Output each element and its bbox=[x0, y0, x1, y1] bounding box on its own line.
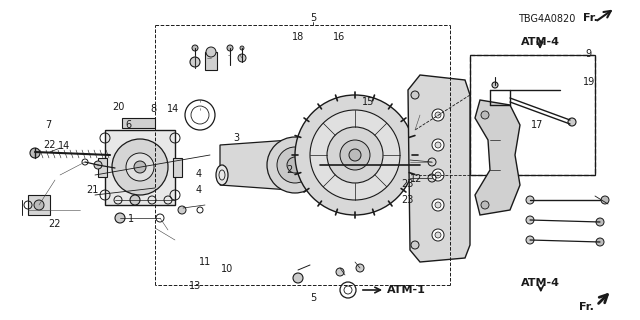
Text: 6: 6 bbox=[125, 120, 131, 130]
Text: ATM-4: ATM-4 bbox=[520, 37, 559, 47]
Circle shape bbox=[492, 82, 498, 88]
Circle shape bbox=[267, 137, 323, 193]
Text: Fr.: Fr. bbox=[579, 302, 594, 312]
Text: 5: 5 bbox=[310, 292, 317, 303]
Text: 2: 2 bbox=[286, 164, 292, 175]
Circle shape bbox=[568, 118, 576, 126]
Circle shape bbox=[432, 139, 444, 151]
Text: 11: 11 bbox=[198, 257, 211, 268]
Text: 4: 4 bbox=[195, 185, 202, 196]
Circle shape bbox=[94, 161, 102, 169]
Circle shape bbox=[287, 157, 303, 173]
Text: ATM-4: ATM-4 bbox=[522, 278, 560, 288]
Text: 1: 1 bbox=[128, 214, 134, 224]
Polygon shape bbox=[220, 140, 300, 190]
Circle shape bbox=[190, 57, 200, 67]
Circle shape bbox=[481, 111, 489, 119]
Circle shape bbox=[435, 202, 441, 208]
Circle shape bbox=[327, 127, 383, 183]
Polygon shape bbox=[105, 130, 175, 205]
Text: 7: 7 bbox=[45, 120, 51, 130]
Text: 16: 16 bbox=[333, 32, 346, 42]
Polygon shape bbox=[122, 118, 155, 128]
Text: 12: 12 bbox=[410, 174, 422, 184]
Circle shape bbox=[432, 169, 444, 181]
Circle shape bbox=[227, 45, 233, 51]
Circle shape bbox=[178, 206, 186, 214]
Text: 19: 19 bbox=[582, 76, 595, 87]
Text: ATM-1: ATM-1 bbox=[387, 285, 426, 295]
Circle shape bbox=[192, 45, 198, 51]
Circle shape bbox=[526, 196, 534, 204]
Circle shape bbox=[596, 218, 604, 226]
Text: Fr.: Fr. bbox=[582, 13, 597, 23]
Circle shape bbox=[310, 110, 400, 200]
Text: 23: 23 bbox=[401, 179, 414, 189]
Polygon shape bbox=[475, 100, 520, 215]
Circle shape bbox=[112, 139, 168, 195]
Polygon shape bbox=[408, 75, 470, 262]
Circle shape bbox=[206, 47, 216, 57]
Circle shape bbox=[526, 216, 534, 224]
Circle shape bbox=[601, 196, 609, 204]
Bar bbox=[205, 52, 217, 70]
Bar bbox=[470, 55, 595, 175]
Text: TBG4A0820: TBG4A0820 bbox=[518, 14, 576, 24]
Text: 13: 13 bbox=[189, 281, 202, 292]
Polygon shape bbox=[98, 158, 107, 177]
Text: 10: 10 bbox=[221, 264, 234, 274]
Circle shape bbox=[349, 149, 361, 161]
Text: 22: 22 bbox=[44, 140, 56, 150]
Text: 17: 17 bbox=[531, 120, 544, 130]
Bar bbox=[470, 55, 595, 175]
Polygon shape bbox=[28, 195, 50, 215]
Text: 15: 15 bbox=[362, 97, 374, 108]
Circle shape bbox=[293, 273, 303, 283]
Text: 22: 22 bbox=[48, 219, 61, 229]
Circle shape bbox=[435, 172, 441, 178]
Circle shape bbox=[432, 109, 444, 121]
Text: 14: 14 bbox=[58, 140, 70, 151]
Circle shape bbox=[411, 91, 419, 99]
Text: 9: 9 bbox=[586, 49, 592, 60]
Circle shape bbox=[240, 46, 244, 50]
Circle shape bbox=[295, 95, 415, 215]
Circle shape bbox=[356, 264, 364, 272]
Text: 20: 20 bbox=[112, 102, 125, 112]
Text: 23: 23 bbox=[401, 195, 414, 205]
Text: 21: 21 bbox=[86, 185, 99, 196]
Circle shape bbox=[432, 199, 444, 211]
Circle shape bbox=[30, 148, 40, 158]
Circle shape bbox=[435, 232, 441, 238]
Text: 5: 5 bbox=[310, 13, 316, 23]
Circle shape bbox=[340, 140, 370, 170]
Polygon shape bbox=[173, 158, 182, 177]
Circle shape bbox=[526, 236, 534, 244]
Circle shape bbox=[435, 142, 441, 148]
Circle shape bbox=[238, 54, 246, 62]
Circle shape bbox=[126, 153, 154, 181]
Circle shape bbox=[432, 229, 444, 241]
Circle shape bbox=[34, 200, 44, 210]
Circle shape bbox=[596, 238, 604, 246]
Text: 18: 18 bbox=[291, 32, 304, 42]
Circle shape bbox=[411, 241, 419, 249]
Ellipse shape bbox=[216, 165, 228, 185]
Circle shape bbox=[435, 112, 441, 118]
Text: 3: 3 bbox=[234, 132, 240, 143]
Circle shape bbox=[115, 213, 125, 223]
Circle shape bbox=[481, 201, 489, 209]
Circle shape bbox=[130, 195, 140, 205]
Circle shape bbox=[336, 268, 344, 276]
Text: 8: 8 bbox=[150, 104, 157, 114]
Text: 4: 4 bbox=[195, 169, 202, 180]
Text: 14: 14 bbox=[166, 104, 179, 114]
Circle shape bbox=[134, 161, 146, 173]
Circle shape bbox=[277, 147, 313, 183]
